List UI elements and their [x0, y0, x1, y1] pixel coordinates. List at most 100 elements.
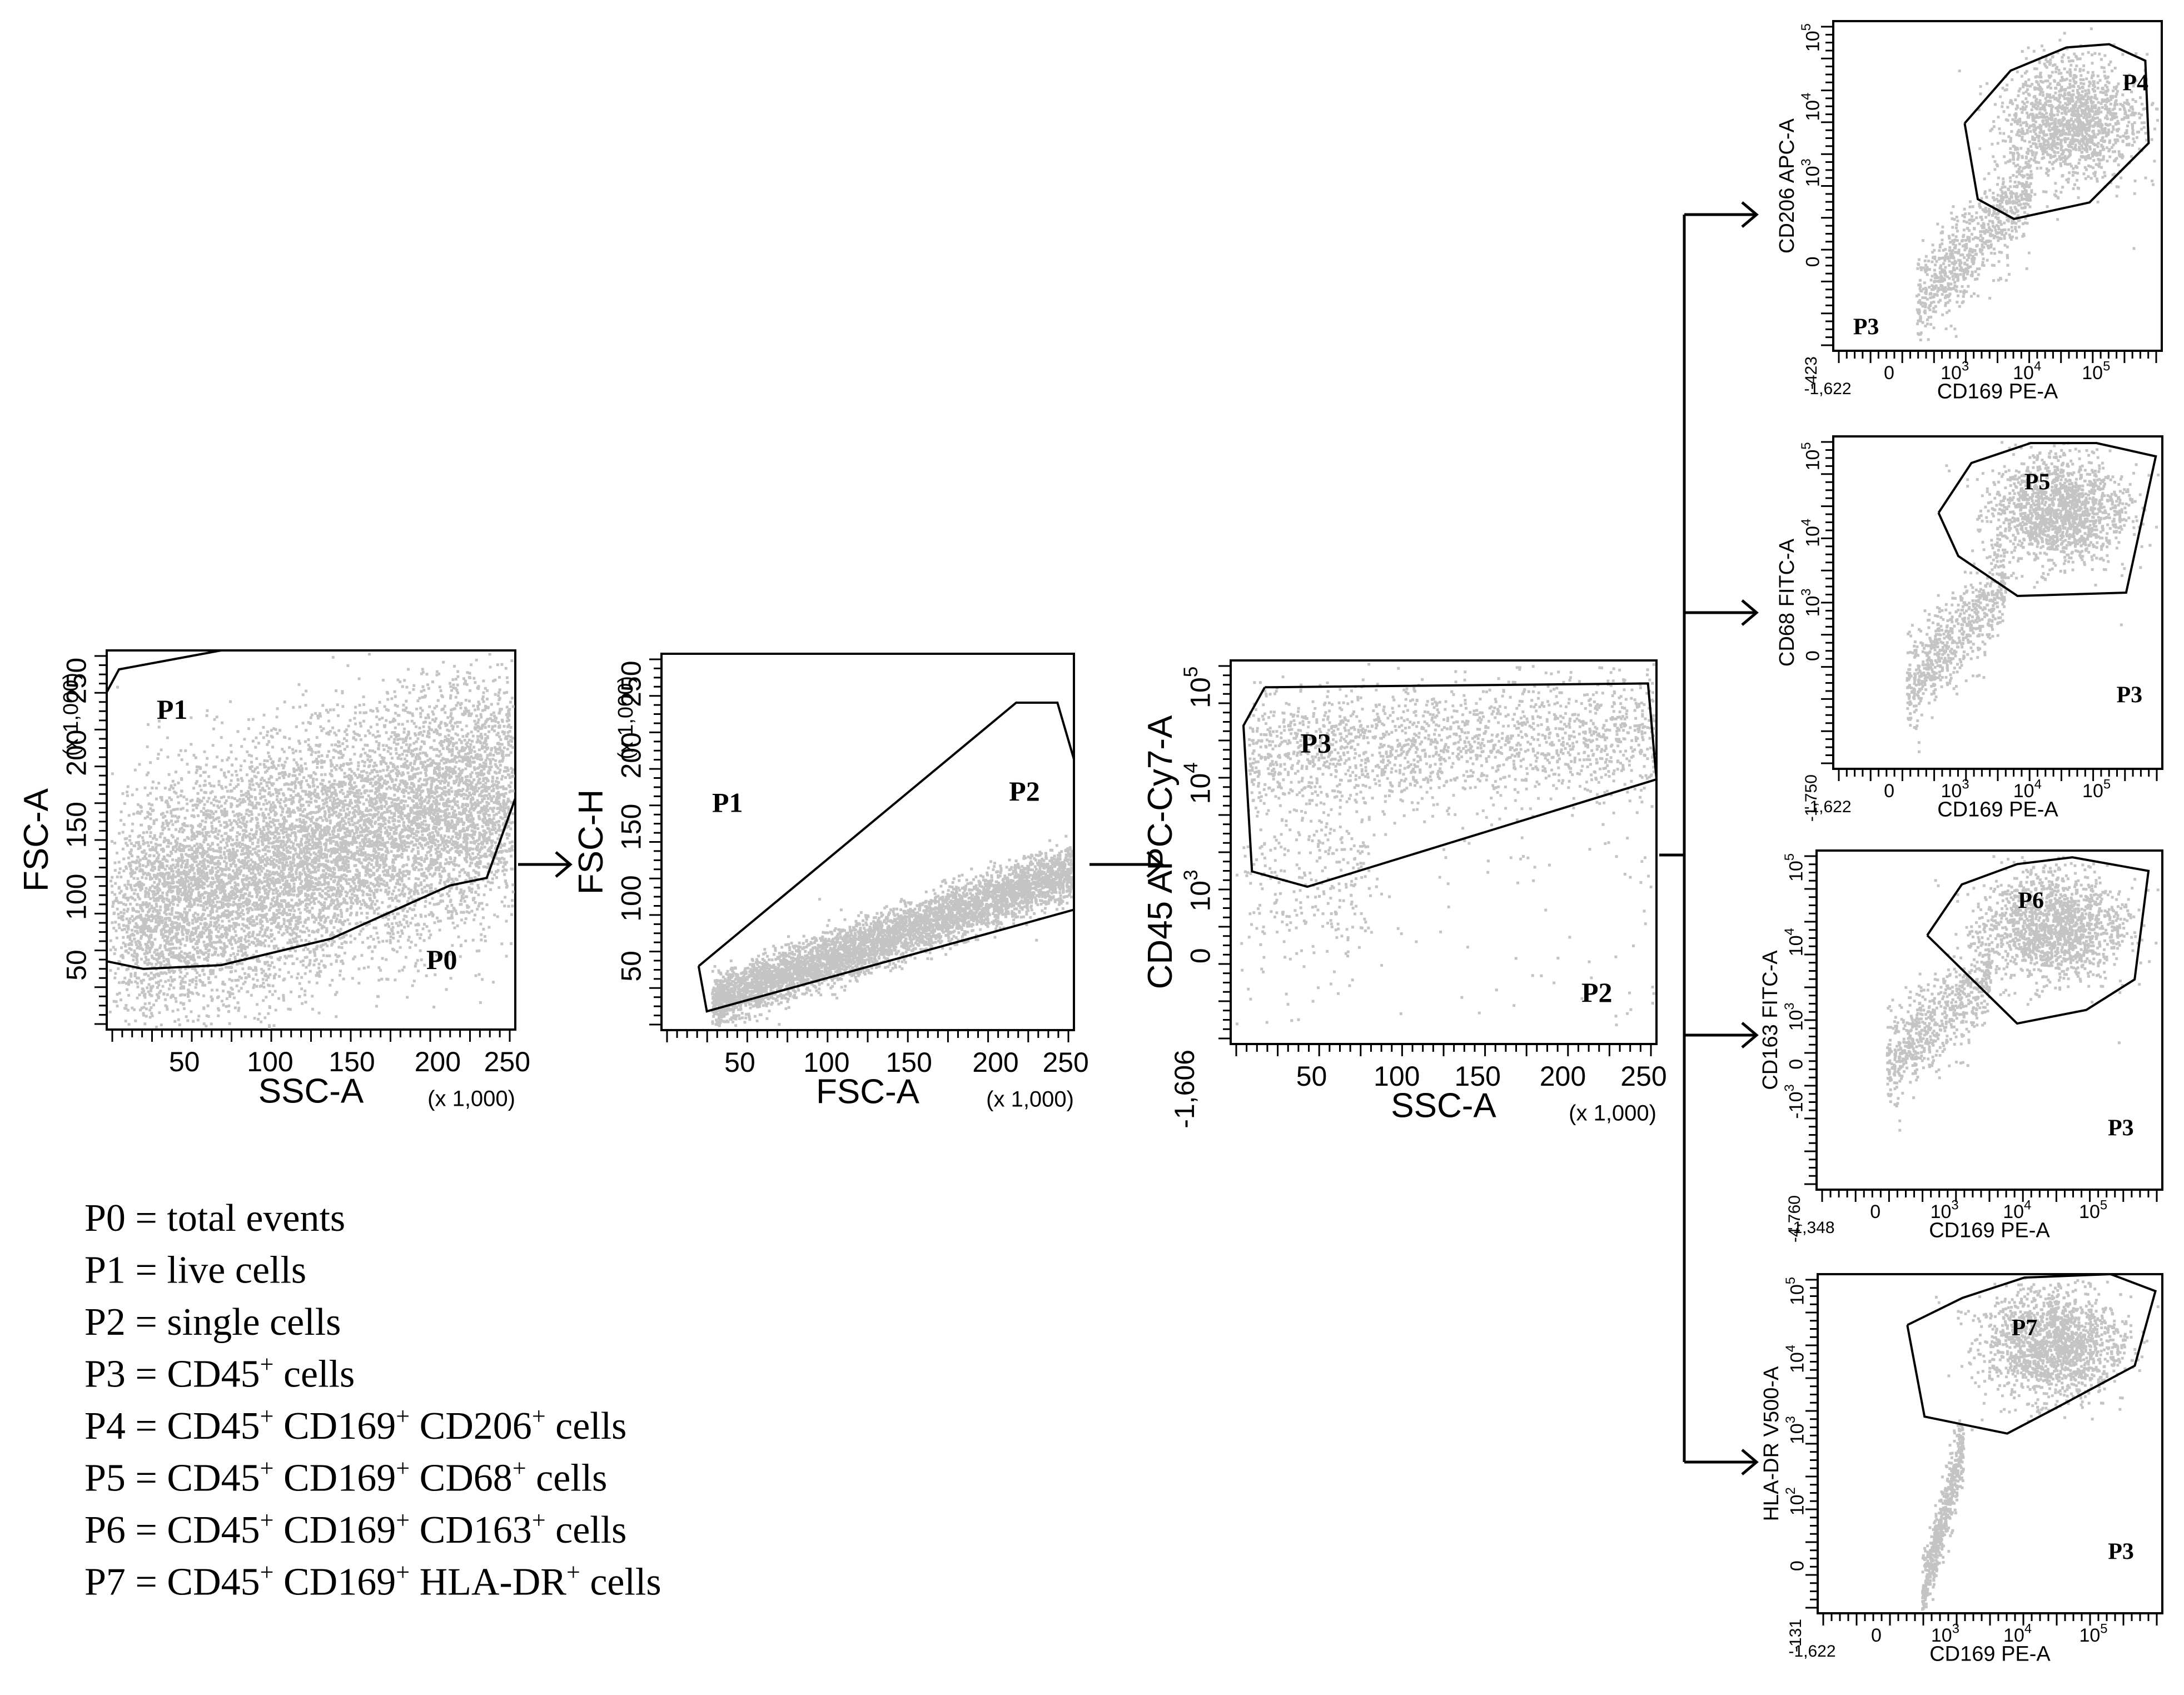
arrow-head	[1741, 599, 1759, 626]
y-tick-label: 200	[61, 729, 92, 776]
x-tick-label: 105	[2079, 1198, 2107, 1222]
y-min-label: -1,750	[1802, 774, 1820, 822]
plot-p0: 50 100 150 200 25050100150200250SSC-AFSC-A(x…	[17, 649, 530, 1111]
gate-outline	[1937, 442, 2157, 598]
x-tick-marks	[1838, 351, 2157, 363]
x-tick-label: 103	[1931, 1622, 1959, 1646]
y-tick-label: 150	[616, 804, 647, 850]
y-scale-note: (x 1,000)	[614, 676, 638, 759]
x-tick-label: 105	[2079, 1622, 2107, 1646]
y-tick-marks	[1805, 1279, 1818, 1609]
gate-outline	[1906, 1273, 2157, 1435]
y-axis: 105 104 103 0	[1799, 441, 1833, 764]
x-tick-label: 50	[1296, 1061, 1327, 1092]
x-tick-label: 105	[2082, 359, 2110, 384]
y-axis-title: HLA-DR V500-A	[1760, 1366, 1783, 1521]
event-dots	[1916, 27, 2159, 341]
legend-line: P0 = total events	[84, 1197, 345, 1240]
y-tick-label: 105	[1180, 667, 1216, 708]
x-tick-label: 50	[169, 1046, 200, 1077]
x-tick-label: 200	[415, 1046, 461, 1077]
x-tick-marks	[111, 1030, 511, 1042]
gate-label: P0	[426, 944, 457, 975]
x-scale-note: (x 1,000)	[427, 1087, 515, 1111]
x-tick-marks	[666, 1030, 1069, 1042]
x-axis-title: FSC-A	[816, 1072, 920, 1111]
gate-label: P3	[1853, 314, 1879, 340]
x-tick-label: 0	[1870, 1201, 1880, 1222]
y-tick-label: 105	[1799, 442, 1823, 470]
x-tick-label: 0	[1884, 362, 1894, 384]
legend-line: P7 = CD45+ CD169+ HLA-DR+ cells	[84, 1559, 661, 1604]
x-tick-marks	[1822, 1613, 2158, 1626]
gate-label: P6	[2018, 888, 2044, 914]
x-tick-label: 0	[1884, 781, 1894, 802]
x-min-label: -1,622	[1788, 1642, 1835, 1661]
y-axis-title: CD45 APC-Cy7-A	[1141, 715, 1180, 989]
y-tick-label: 105	[1782, 853, 1807, 882]
gate-label: P1	[712, 787, 743, 818]
gate-label: P2	[1581, 977, 1613, 1008]
y-tick-label: 50	[616, 951, 647, 982]
legend-line: P5 = CD45+ CD169+ CD68+ cells	[84, 1455, 607, 1500]
legend-line: P2 = single cells	[84, 1301, 341, 1344]
gate-label: P5	[2024, 470, 2051, 495]
x-axis-title: CD169 PE-A	[1937, 798, 2058, 821]
x-tick-label: 250	[484, 1046, 530, 1077]
x-axis: 0 103 104 105	[1822, 1613, 2158, 1646]
x-tick-label: 200	[1540, 1061, 1586, 1092]
y-axis: 105 104 103 102 0	[1783, 1277, 1818, 1609]
legend-line: P1 = live cells	[84, 1249, 306, 1292]
event-dots	[108, 653, 515, 1029]
y-axis: 50 100 150 200 250	[61, 655, 107, 1025]
arrow-head	[1146, 851, 1164, 878]
y-tick-label: 100	[616, 875, 647, 921]
x-tick-label: 250	[1620, 1061, 1666, 1092]
y-tick-label: 250	[61, 658, 92, 704]
x-tick-label: 104	[2013, 777, 2042, 802]
y-tick-label: 105	[1799, 23, 1823, 52]
legend-line: P4 = CD45+ CD169+ CD206+ cells	[84, 1403, 626, 1448]
gate-label: P3	[1300, 728, 1331, 759]
event-dots	[1236, 663, 1656, 1027]
x-axis-title: SSC-A	[1391, 1086, 1496, 1125]
y-tick-label: 103	[1799, 158, 1823, 187]
plot-p2: 50 100 150 200 250 105 104 103 0 SSC-A CD45 APC-Cy…	[1141, 659, 1667, 1129]
x-min-label: -1,622	[1804, 798, 1851, 816]
y-tick-label: 104	[1782, 928, 1807, 956]
arrow-head	[1741, 201, 1759, 228]
x-axis: 50 100 150 200 250	[111, 1030, 530, 1077]
x-tick-label: 150	[329, 1046, 375, 1077]
x-tick-label: 150	[1455, 1061, 1501, 1092]
y-tick-marks	[1218, 665, 1231, 1040]
plot-p6: 0 103 104 105 105 104 103 0 -103 CD169 PE-A CD163 …	[1759, 849, 2163, 1242]
x-tick-label: 0	[1871, 1625, 1882, 1646]
x-tick-label: 105	[2082, 777, 2111, 802]
y-tick-label: 250	[616, 660, 647, 707]
gate-label: P4	[2122, 71, 2148, 96]
x-tick-label: 104	[2003, 1622, 2032, 1646]
gate-label: P3	[2116, 682, 2142, 708]
y-min-label: -131	[1787, 1619, 1805, 1652]
x-tick-marks	[1821, 1190, 2158, 1202]
y-tick-marks	[1821, 441, 1833, 764]
gate-label: P3	[2108, 1539, 2134, 1564]
y-min-label: -423	[1802, 356, 1820, 390]
y-tick-label: 50	[61, 950, 92, 981]
y-tick-label: 104	[1799, 93, 1823, 121]
gate-outline	[697, 702, 1075, 1013]
y-tick-label: 105	[1783, 1277, 1808, 1305]
y-axis-title: CD68 FITC-A	[1775, 538, 1799, 667]
x-axis: 0 103 104 105	[1838, 769, 2158, 802]
y-tick-label: 103	[1799, 588, 1823, 617]
x-scale-note: (x 1,000)	[986, 1087, 1074, 1112]
x-axis: 50 100 150 200 250	[1235, 1044, 1667, 1092]
plot-p1: 50 100 150 200 25050100150200250FSC-AFSC-H(x…	[572, 653, 1089, 1112]
y-axis-title: FSC-A	[17, 788, 56, 892]
y-axis: 50 100 150 200 250	[616, 658, 661, 1026]
x-tick-label: 103	[1941, 777, 1969, 802]
y-tick-label: 104	[1799, 519, 1823, 547]
y-axis-title: FSC-H	[572, 789, 610, 894]
event-dots	[1885, 855, 2160, 1132]
